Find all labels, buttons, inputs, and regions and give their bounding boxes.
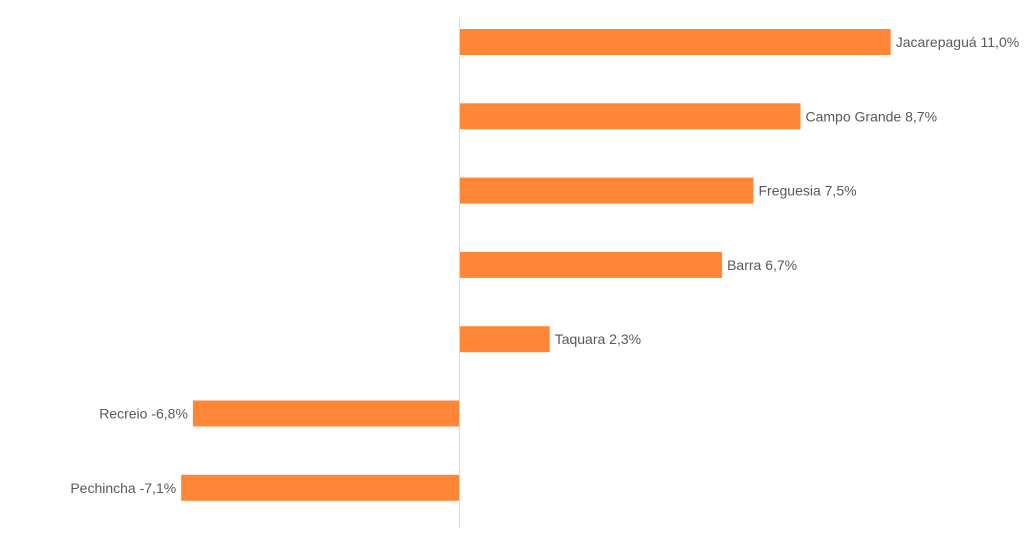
bar-recreio xyxy=(192,400,460,427)
bar-barra xyxy=(459,251,723,278)
data-label-freguesia: Freguesia 7,5% xyxy=(759,183,857,199)
bar-jacarepagua xyxy=(459,29,891,55)
bar-pechincha xyxy=(181,474,460,501)
data-label-pechincha: Pechincha -7,1% xyxy=(70,480,176,496)
data-label-barra: Barra 6,7% xyxy=(727,257,797,273)
bar-taquara xyxy=(459,326,550,353)
bar-campo-grande xyxy=(459,103,801,130)
data-label-recreio: Recreio -6,8% xyxy=(99,406,188,422)
data-label-taquara: Taquara 2,3% xyxy=(555,331,641,347)
data-label-campo-grande: Campo Grande 8,7% xyxy=(806,108,938,124)
bar-freguesia xyxy=(459,177,754,204)
data-label-jacarepagua: Jacarepaguá 11,0% xyxy=(896,34,1020,50)
data-labels-layer: Jacarepaguá 11,0% Campo Grande 8,7% Fregue… xyxy=(70,34,1019,496)
bars-layer xyxy=(181,29,891,501)
